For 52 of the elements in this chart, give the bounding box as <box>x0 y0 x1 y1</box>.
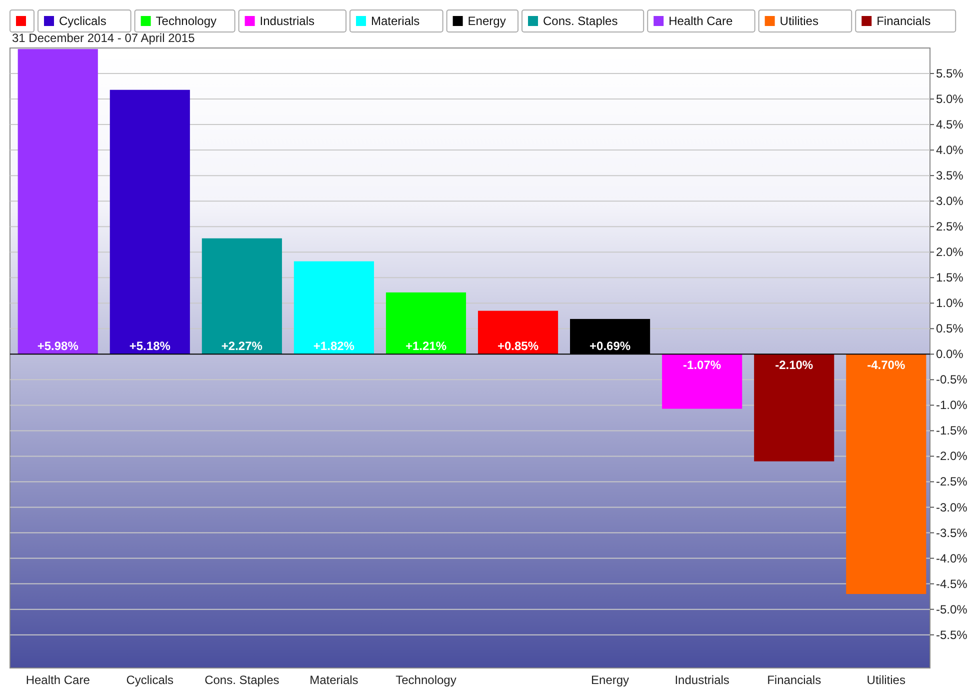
y-tick-label: -2.0% <box>936 449 968 464</box>
y-tick-label: 0.5% <box>936 322 964 336</box>
y-tick-label: -3.5% <box>936 526 968 540</box>
y-tick-label: -4.5% <box>936 576 968 591</box>
legend-label: Utilities <box>780 14 818 28</box>
y-tick-label: 3.0% <box>936 194 964 208</box>
y-tick-label: -1.5% <box>936 424 968 438</box>
data-label: +5.18% <box>129 339 171 354</box>
data-label: -4.70% <box>867 358 906 372</box>
data-label: +0.69% <box>590 339 631 354</box>
x-tick-label: Utilities <box>866 673 906 687</box>
legend-label: Materials <box>371 14 420 28</box>
y-tick-label: 0.0% <box>936 347 964 362</box>
y-tick-label: 5.0% <box>936 92 964 106</box>
data-label: +5.98% <box>37 339 79 354</box>
legend-label: Financials <box>876 14 931 28</box>
legend-label: Cyclicals <box>59 14 106 28</box>
x-tick-label: Materials <box>310 673 358 687</box>
x-tick-label: Technology <box>396 673 456 687</box>
y-tick-label: -3.0% <box>936 500 968 514</box>
legend-label: Energy <box>468 14 506 28</box>
y-tick-label: -4.0% <box>936 551 968 566</box>
x-tick-label: Cyclicals <box>126 673 174 687</box>
legend-label: Health Care <box>668 14 733 28</box>
data-label: +1.82% <box>313 339 355 354</box>
y-tick-label: 2.0% <box>936 245 964 260</box>
legend-label: Industrials <box>260 14 315 28</box>
y-tick-label: 5.5% <box>936 66 964 81</box>
legend-label: Technology <box>156 14 217 28</box>
y-tick-label: -2.5% <box>936 474 968 489</box>
y-tick-label: 4.5% <box>936 118 964 132</box>
y-tick-label: -0.5% <box>936 372 968 387</box>
x-tick-label: Financials <box>767 673 822 687</box>
y-tick-label: 4.0% <box>936 143 964 158</box>
y-tick-label: -5.5% <box>936 628 968 642</box>
data-label: -1.07% <box>683 358 722 372</box>
data-label: -2.10% <box>775 358 814 372</box>
x-tick-label: Cons. Staples <box>204 673 280 687</box>
y-tick-label: 1.0% <box>936 296 964 310</box>
data-label: +0.85% <box>497 339 539 354</box>
y-tick-label: -1.0% <box>936 398 968 412</box>
data-label: +2.27% <box>221 339 263 354</box>
y-tick-label: 1.5% <box>936 270 964 285</box>
y-tick-label: -5.0% <box>936 602 968 616</box>
y-tick-label: 2.5% <box>936 220 964 234</box>
x-tick-label: Industrials <box>674 673 730 687</box>
x-tick-label: Health Care <box>26 673 90 687</box>
data-label: +1.21% <box>405 339 447 354</box>
x-tick-label: Energy <box>591 673 630 687</box>
legend-label: Cons. Staples <box>543 14 618 28</box>
y-tick-label: 3.5% <box>936 168 964 183</box>
chart-subtitle: 31 December 2014 - 07 April 2015 <box>12 31 196 45</box>
